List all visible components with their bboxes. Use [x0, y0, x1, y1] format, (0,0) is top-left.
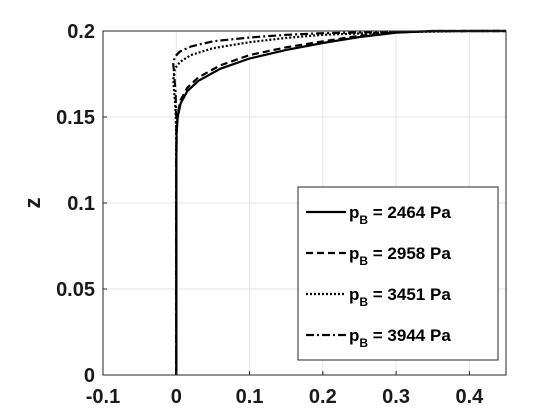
x-tick-label: 0.3	[382, 386, 410, 408]
y-tick-label: 0	[84, 365, 95, 387]
legend-subscript: B	[359, 254, 368, 268]
legend-name: p	[349, 326, 359, 345]
x-tick-label: 0	[171, 386, 182, 408]
x-tick-label: 0.1	[236, 386, 264, 408]
legend-label-2: pB = 2958 Pa	[349, 244, 451, 268]
y-tick-label: 0.15	[56, 107, 95, 129]
tick-layer: -0.1 0 0.1 0.2 0.3 0.400.050.10.150.2	[56, 21, 484, 408]
legend-value: = 2958 Pa	[368, 244, 451, 263]
y-tick-label: 0.05	[56, 279, 95, 301]
legend-name: p	[349, 285, 359, 304]
legend-subscript: B	[359, 213, 368, 227]
legend-value: = 3451 Pa	[368, 285, 451, 304]
legend-label-3: pB = 3451 Pa	[349, 285, 451, 309]
series-line-4	[172, 29, 506, 375]
x-tick-label: -0.1	[86, 386, 120, 408]
x-tick-label: 0.4	[455, 386, 484, 408]
legend-name: p	[349, 203, 359, 222]
legend-value: = 2464 Pa	[368, 203, 451, 222]
series-layer	[172, 29, 506, 375]
legend-value: = 3944 Pa	[368, 326, 451, 345]
series-line-2	[175, 29, 506, 375]
legend-subscript: B	[359, 295, 368, 309]
y-tick-label: 0.2	[67, 21, 95, 43]
y-axis-label: z	[20, 198, 45, 209]
legend-label-4: pB = 3944 Pa	[349, 326, 451, 350]
legend-box	[297, 186, 499, 361]
legend-label-1: pB = 2464 Pa	[349, 203, 451, 227]
x-tick-label: 0.2	[309, 386, 337, 408]
legend-subscript: B	[359, 336, 368, 350]
y-tick-label: 0.1	[67, 193, 95, 215]
legend-name: p	[349, 244, 359, 263]
